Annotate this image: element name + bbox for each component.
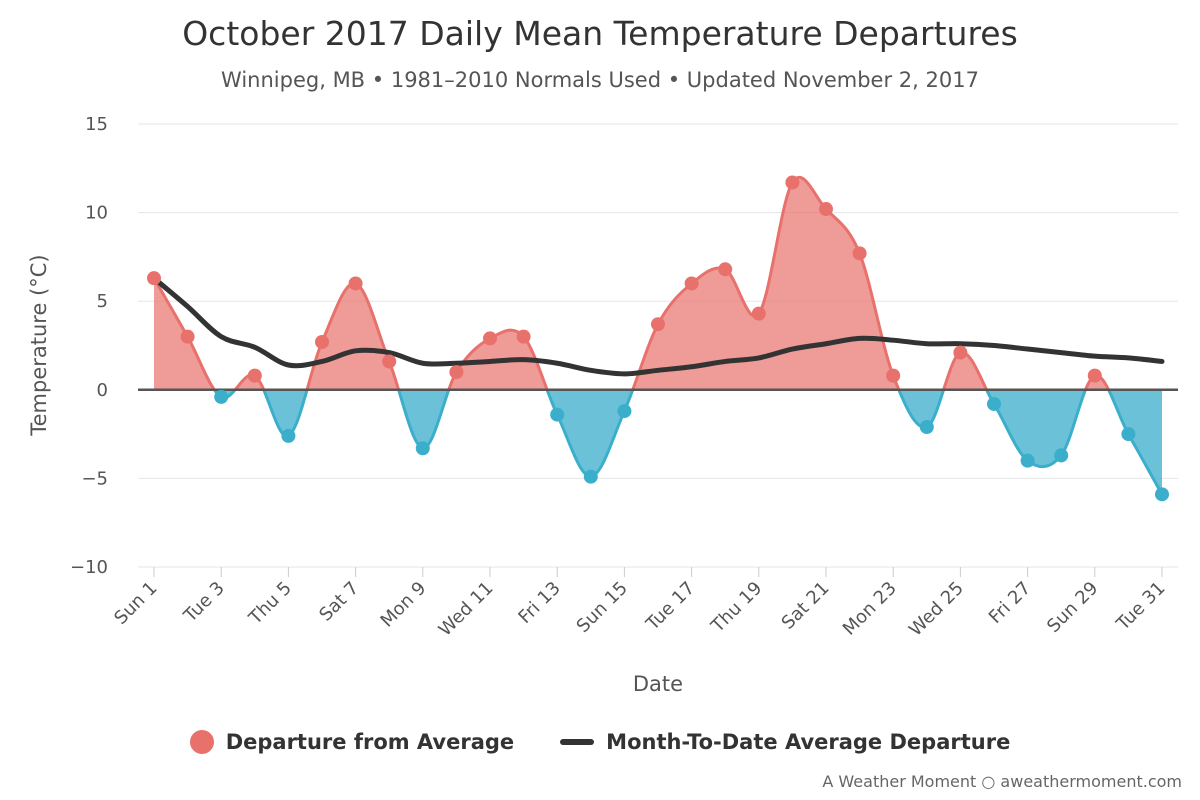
departure-point[interactable]	[516, 329, 531, 344]
departure-point[interactable]	[449, 365, 464, 380]
x-tick-label: Tue 31	[1112, 578, 1170, 636]
departure-point[interactable]	[1020, 453, 1035, 468]
x-tick-label: Mon 9	[377, 578, 431, 632]
departure-point[interactable]	[852, 246, 867, 261]
y-tick-label: 15	[85, 114, 108, 135]
y-tick-label: −10	[70, 557, 108, 578]
departure-point[interactable]	[315, 334, 329, 349]
departure-point[interactable]	[348, 276, 363, 291]
legend-label-departure: Departure from Average	[225, 730, 515, 754]
x-tick-label: Tue 3	[179, 578, 228, 627]
y-axis-ticks: 15 10 5 0 −5 −10	[70, 114, 108, 578]
departure-point[interactable]	[1155, 487, 1169, 502]
departure-area-negative	[154, 389, 1162, 495]
departure-point[interactable]	[483, 331, 497, 346]
departure-point[interactable]	[617, 404, 632, 419]
legend-swatch-departure	[189, 730, 214, 754]
departure-point[interactable]	[718, 262, 733, 277]
departure-area-positive	[154, 177, 1109, 390]
departure-point[interactable]	[1121, 427, 1136, 442]
y-tick-label: 5	[97, 291, 108, 312]
departure-point[interactable]	[214, 389, 229, 404]
x-tick-label: Fri 27	[985, 578, 1035, 628]
departure-point[interactable]	[583, 469, 598, 484]
departure-point[interactable]	[651, 317, 665, 332]
chart-title: October 2017 Daily Mean Temperature Depa…	[182, 14, 1018, 53]
departure-area	[152, 175, 1164, 496]
y-axis-title: Temperature (°C)	[27, 254, 51, 436]
departure-point[interactable]	[1087, 368, 1102, 383]
x-tick-label: Sat 7	[315, 578, 363, 626]
departure-point[interactable]	[247, 368, 262, 383]
departure-point[interactable]	[987, 396, 1001, 411]
departure-point[interactable]	[281, 428, 296, 443]
departure-point[interactable]	[785, 175, 800, 190]
legend-item-average[interactable]: Month-To-Date Average Departure	[560, 730, 1010, 754]
x-tick-label: Wed 25	[905, 578, 968, 641]
y-tick-label: 10	[85, 203, 108, 224]
departure-point[interactable]	[684, 276, 699, 291]
departure-point[interactable]	[1054, 448, 1069, 463]
departure-point[interactable]	[180, 329, 195, 344]
departure-point[interactable]	[953, 345, 968, 360]
y-tick-label: −5	[81, 468, 108, 489]
legend-label-average: Month-To-Date Average Departure	[606, 730, 1011, 754]
departure-point[interactable]	[751, 306, 766, 321]
legend-swatch-average	[560, 739, 595, 745]
x-tick-label: Sun 15	[573, 578, 632, 637]
credit-text: A Weather Moment ○ aweathermoment.com	[822, 772, 1182, 791]
departure-point[interactable]	[415, 441, 430, 456]
average-departure-line	[151, 275, 1165, 377]
x-axis-ticks: Sun 1 Tue 3 Thu 5 Sat 7 Mon 9 Wed 11 Fri 13 Sun…	[110, 567, 1170, 641]
departure-point[interactable]	[819, 202, 833, 217]
legend-item-departure[interactable]: Departure from Average	[189, 730, 515, 754]
x-tick-label: Thu 5	[244, 578, 296, 630]
x-tick-label: Mon 23	[839, 578, 901, 640]
x-axis-title: Date	[633, 672, 683, 696]
departure-point[interactable]	[919, 420, 934, 435]
x-tick-label: Sun 29	[1043, 578, 1102, 637]
departure-point[interactable]	[147, 271, 161, 286]
x-tick-label: Tue 17	[642, 578, 700, 636]
y-tick-label: 0	[97, 380, 108, 401]
departure-points	[147, 175, 1169, 502]
departure-point[interactable]	[886, 368, 901, 383]
departure-point[interactable]	[382, 354, 397, 369]
x-tick-label: Sat 21	[778, 578, 834, 634]
departure-point[interactable]	[550, 407, 565, 422]
x-tick-label: Wed 11	[435, 578, 498, 641]
average-line	[151, 275, 1165, 377]
chart-subtitle: Winnipeg, MB • 1981–2010 Normals Used • …	[221, 68, 979, 92]
x-tick-label: Thu 19	[707, 578, 767, 638]
legend: Departure from Average Month-To-Date Ave…	[0, 730, 1200, 754]
x-tick-label: Sun 1	[110, 578, 161, 629]
x-tick-label: Fri 13	[514, 578, 564, 628]
